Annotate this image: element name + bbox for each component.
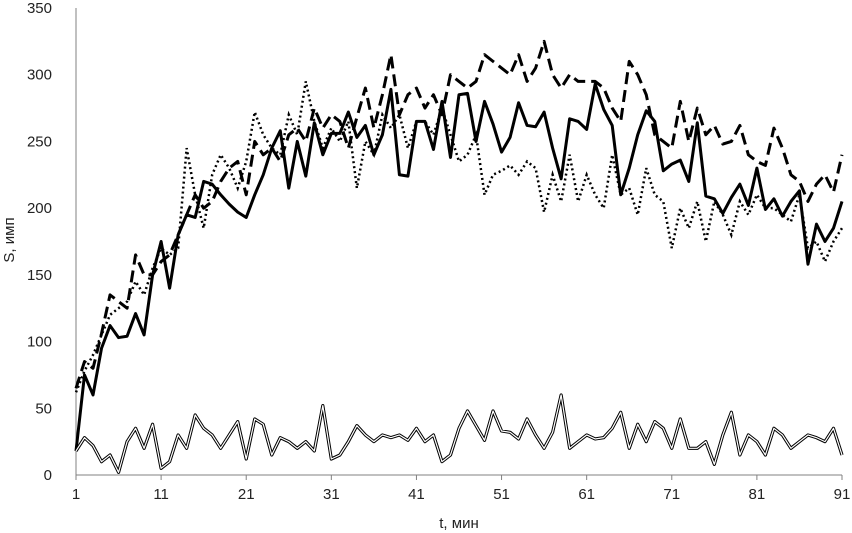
y-tick-label: 0 [44,467,52,484]
y-tick-label: 250 [27,133,52,150]
y-tick-label: 350 [27,0,52,17]
x-tick-label: 71 [663,486,680,503]
series-2-line [74,39,844,389]
y-axis-label: S, имп [1,217,18,262]
x-tick-label: 81 [749,486,766,503]
y-tick-label: 100 [27,334,52,351]
x-tick-label: 11 [153,486,169,503]
series-path [74,39,844,389]
x-tick-label: 21 [238,486,255,503]
x-tick-label: 31 [323,486,340,503]
series-path [74,81,844,393]
y-tick-label: 300 [27,67,52,84]
x-tick-label: 41 [408,486,425,503]
series-lines [74,39,844,474]
y-tick-label: 200 [27,200,52,217]
series-3-line [74,81,844,393]
y-tick-label: 150 [27,267,52,284]
x-tick-label: 1 [72,486,80,503]
series-1-line [74,82,844,452]
series-path [74,82,844,452]
series-4-line [74,393,844,474]
y-tick-label: 50 [35,400,52,417]
series-path-inner [75,394,843,473]
x-axis-label: t, мин [439,515,478,532]
x-tick-label: 51 [493,486,510,503]
x-tick-label: 61 [578,486,595,503]
chart-axes [75,8,843,480]
x-tick-label: 91 [834,486,851,503]
